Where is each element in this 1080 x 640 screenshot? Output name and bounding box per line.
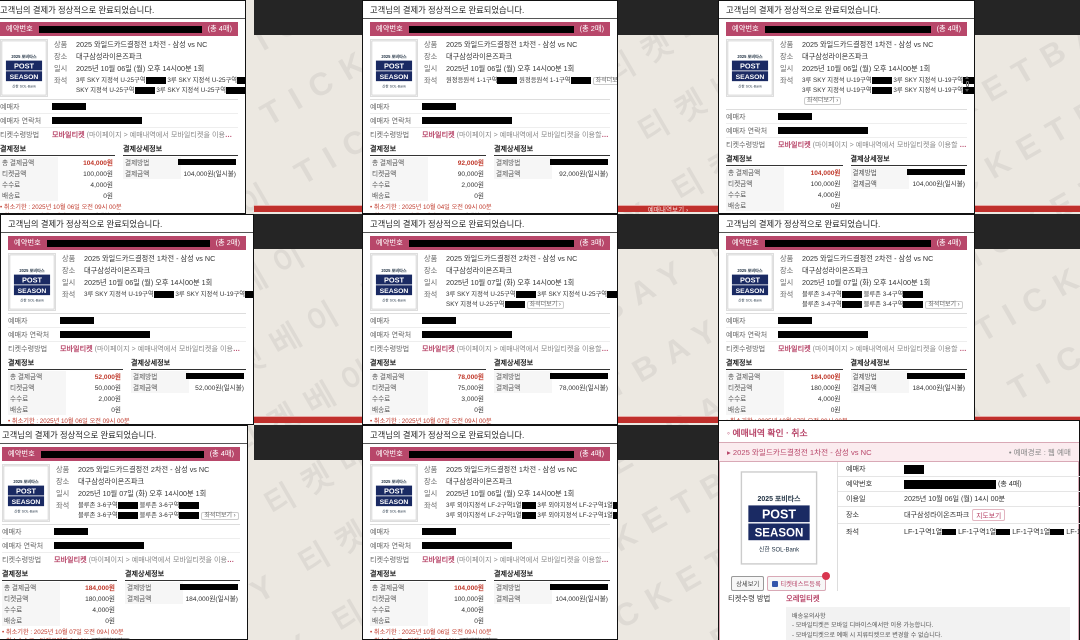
svg-text:SEASON: SEASON bbox=[18, 288, 47, 295]
svg-text:SEASON: SEASON bbox=[380, 74, 409, 81]
svg-text:2025 포비타스: 2025 포비타스 bbox=[13, 478, 39, 484]
svg-text:POST: POST bbox=[740, 61, 761, 70]
svg-text:신한 SOL-Bank: 신한 SOL-Bank bbox=[758, 545, 798, 553]
svg-text:POST: POST bbox=[14, 61, 35, 70]
svg-text:신한 SOL-Bank: 신한 SOL-Bank bbox=[738, 298, 762, 303]
svg-text:POST: POST bbox=[22, 275, 43, 284]
svg-text:2025 포비타스: 2025 포비타스 bbox=[381, 478, 407, 484]
svg-text:신한 SOL-Bank: 신한 SOL-Bank bbox=[20, 298, 44, 303]
svg-text:POST: POST bbox=[761, 508, 795, 522]
svg-text:2025 포비타스: 2025 포비타스 bbox=[11, 53, 37, 59]
svg-text:2025 포비타스: 2025 포비타스 bbox=[737, 53, 763, 59]
svg-text:신한 SOL-Bank: 신한 SOL-Bank bbox=[738, 84, 762, 89]
svg-text:신한 SOL-Bank: 신한 SOL-Bank bbox=[382, 509, 406, 514]
svg-text:신한 SOL-Bank: 신한 SOL-Bank bbox=[12, 84, 36, 89]
svg-text:SEASON: SEASON bbox=[10, 74, 39, 81]
svg-text:SEASON: SEASON bbox=[736, 288, 765, 295]
svg-text:POST: POST bbox=[384, 275, 405, 284]
svg-text:SEASON: SEASON bbox=[754, 528, 803, 540]
svg-text:POST: POST bbox=[384, 486, 405, 495]
svg-text:SEASON: SEASON bbox=[736, 74, 765, 81]
svg-text:POST: POST bbox=[740, 275, 761, 284]
svg-text:2025 포비타스: 2025 포비타스 bbox=[737, 267, 763, 273]
svg-text:신한 SOL-Bank: 신한 SOL-Bank bbox=[382, 298, 406, 303]
svg-text:POST: POST bbox=[16, 486, 37, 495]
svg-text:SEASON: SEASON bbox=[12, 499, 41, 506]
svg-text:2025 포비타스: 2025 포비타스 bbox=[381, 267, 407, 273]
svg-text:2025 포비타스: 2025 포비타스 bbox=[757, 494, 801, 503]
svg-text:2025 포비타스: 2025 포비타스 bbox=[381, 53, 407, 59]
svg-text:POST: POST bbox=[384, 61, 405, 70]
svg-text:신한 SOL-Bank: 신한 SOL-Bank bbox=[14, 509, 38, 514]
svg-text:SEASON: SEASON bbox=[380, 499, 409, 506]
svg-text:신한 SOL-Bank: 신한 SOL-Bank bbox=[382, 84, 406, 89]
svg-text:SEASON: SEASON bbox=[380, 288, 409, 295]
svg-text:2025 포비타스: 2025 포비타스 bbox=[19, 267, 45, 273]
